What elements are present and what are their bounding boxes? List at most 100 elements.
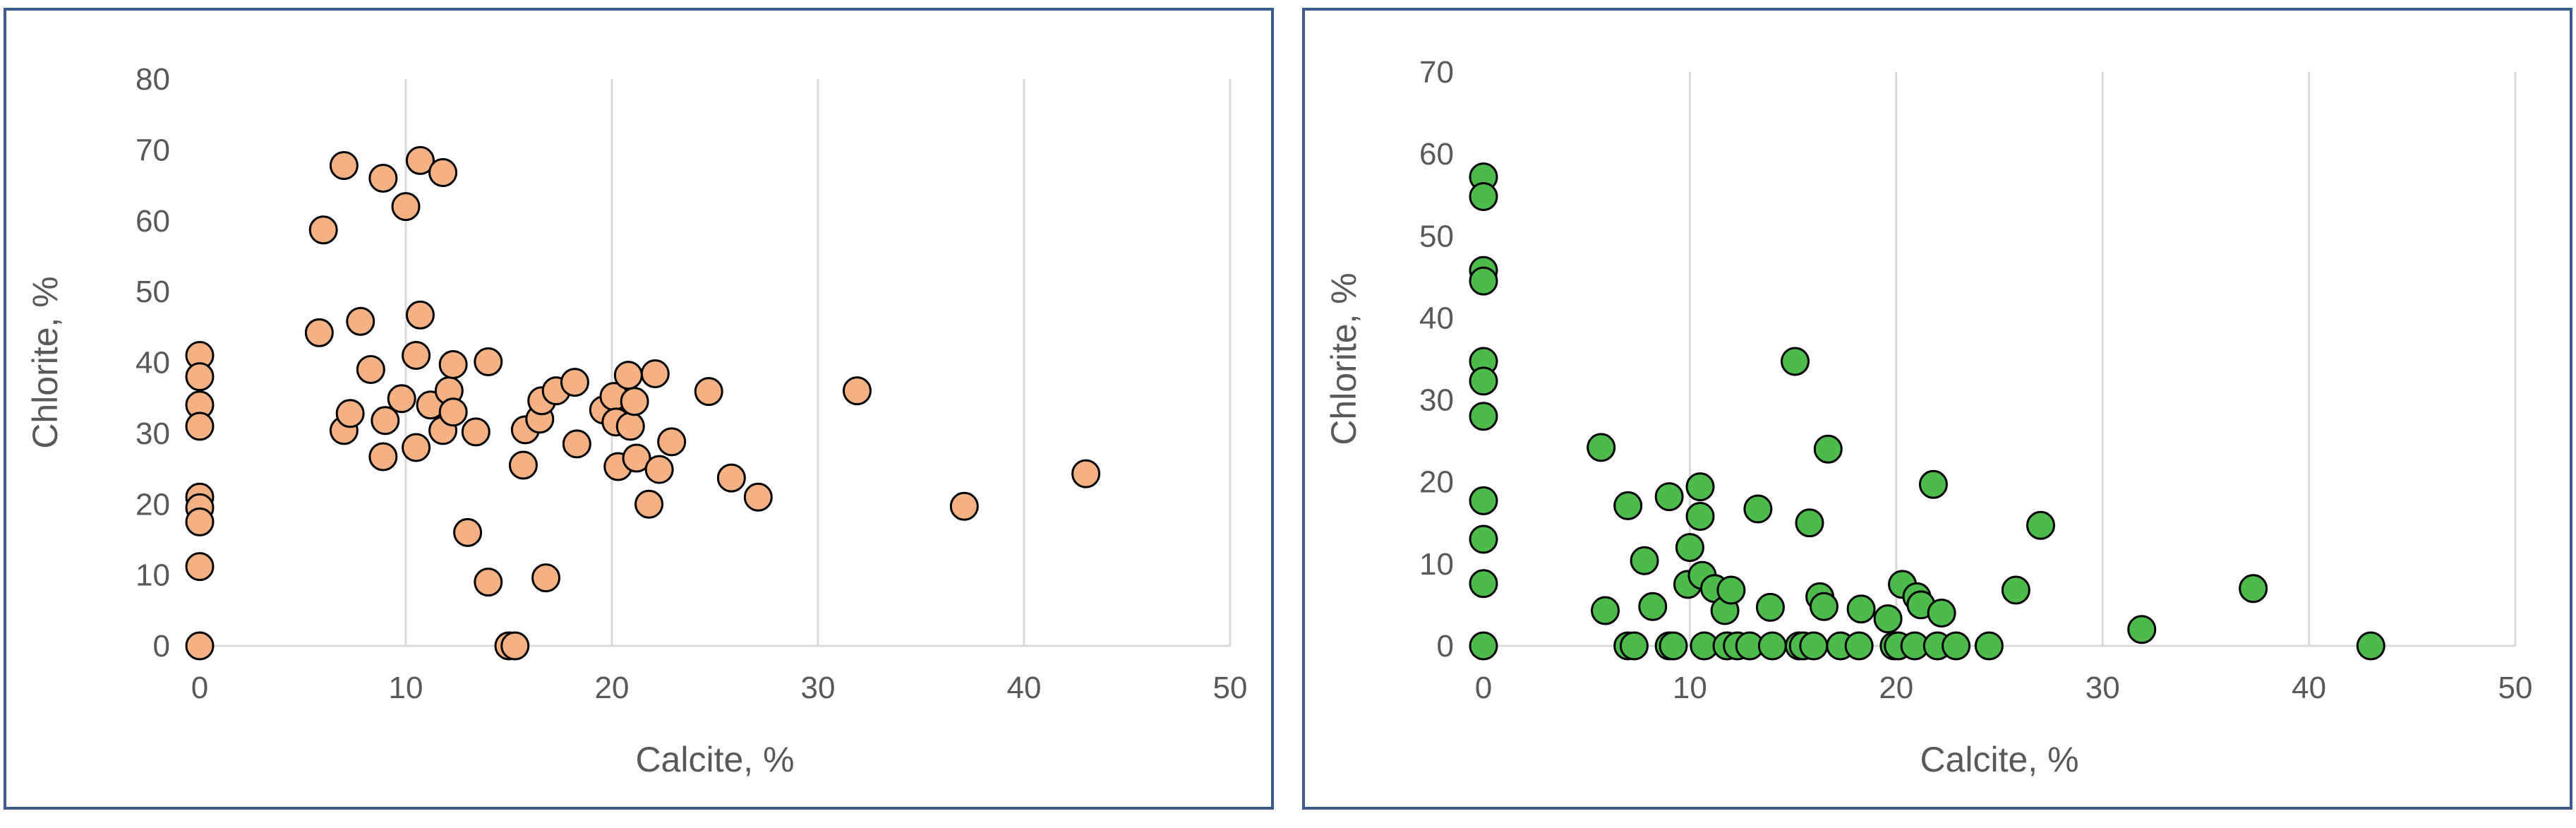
- chart2-gridlines: [1688, 72, 2517, 646]
- y-tick-label-70: 70: [1419, 55, 1454, 90]
- data-point: [1587, 433, 1616, 462]
- data-point: [615, 412, 645, 441]
- data-point: [1809, 592, 1838, 621]
- data-point: [1757, 631, 1787, 661]
- data-point: [402, 433, 431, 462]
- data-point: [1927, 599, 1956, 628]
- data-point: [387, 384, 416, 414]
- chart1-data-points: [185, 145, 1101, 661]
- data-point: [356, 355, 385, 385]
- data-point: [1630, 546, 1659, 575]
- data-point: [1591, 596, 1620, 625]
- data-point: [368, 164, 398, 193]
- data-point: [508, 450, 538, 480]
- data-point: [1469, 402, 1498, 431]
- data-point: [1638, 592, 1668, 621]
- data-point: [405, 145, 435, 175]
- data-point: [560, 368, 589, 397]
- y-tick-label-80: 80: [136, 62, 170, 97]
- data-point: [438, 397, 468, 427]
- data-point: [620, 387, 649, 416]
- data-point: [1716, 575, 1746, 605]
- data-point: [500, 631, 530, 661]
- data-point: [1469, 569, 1498, 599]
- data-point: [1813, 434, 1843, 464]
- y-tick-label-40: 40: [1419, 301, 1454, 335]
- data-point: [1675, 533, 1704, 563]
- chart1-x-axis-title: Calcite, %: [635, 740, 794, 779]
- data-point: [335, 399, 365, 428]
- data-point: [1873, 604, 1903, 634]
- data-point: [1619, 631, 1649, 661]
- data-point: [1755, 592, 1785, 622]
- right-chart-panel: 0 10 20 30 40 50 0 10 20 30 40 50 60 70 Calcite, % Chlo…: [1302, 8, 2572, 810]
- data-point: [1654, 482, 1684, 512]
- x-tick-label-20: 20: [1879, 671, 1913, 705]
- data-point: [640, 359, 670, 389]
- data-point: [474, 347, 503, 376]
- x-tick-label-0: 0: [1475, 671, 1492, 705]
- data-point: [1685, 501, 1715, 531]
- data-point: [622, 443, 651, 473]
- data-point: [2356, 631, 2385, 661]
- data-point: [531, 563, 561, 593]
- x-tick-label-50: 50: [2498, 671, 2533, 705]
- y-tick-label-10: 10: [136, 558, 170, 593]
- x-tick-label-40: 40: [2292, 671, 2326, 705]
- data-point: [368, 442, 398, 472]
- chart2-x-axis-title: Calcite, %: [1920, 740, 2078, 779]
- data-point: [657, 427, 687, 457]
- data-point: [474, 568, 503, 597]
- data-point: [743, 482, 773, 512]
- data-point: [461, 417, 490, 447]
- data-point: [1469, 366, 1498, 396]
- x-tick-label-10: 10: [1673, 671, 1707, 705]
- data-point: [1469, 631, 1498, 661]
- data-point: [694, 377, 723, 407]
- data-point: [1846, 594, 1876, 624]
- data-point: [1844, 631, 1874, 661]
- data-point: [1469, 266, 1498, 296]
- data-point: [1974, 631, 2004, 661]
- y-tick-label-0: 0: [153, 629, 170, 664]
- data-point: [428, 157, 458, 187]
- data-point: [402, 340, 431, 370]
- x-tick-label-0: 0: [191, 671, 208, 705]
- data-point: [453, 517, 483, 547]
- data-point: [644, 455, 674, 484]
- data-point: [1469, 182, 1498, 212]
- x-tick-label-30: 30: [2086, 671, 2120, 705]
- data-point: [562, 429, 591, 459]
- data-point: [1795, 508, 1824, 538]
- y-tick-label-10: 10: [1419, 547, 1454, 582]
- chart1-y-axis-title: Chlorite, %: [25, 276, 65, 449]
- y-tick-label-20: 20: [1419, 465, 1454, 500]
- calcite-chlorite-scatter-chart-1: 0 10 20 30 40 50 0 10 20 30 40 50 60 70 80 Calcite, % Ch…: [25, 62, 1248, 779]
- data-point: [391, 192, 421, 222]
- data-point: [1743, 494, 1773, 524]
- data-point: [405, 300, 435, 330]
- data-point: [346, 306, 375, 336]
- data-point: [1781, 347, 1810, 376]
- data-point: [613, 361, 643, 390]
- data-point: [1918, 469, 1948, 499]
- y-tick-label-40: 40: [136, 346, 170, 380]
- left-chart-panel: 0 10 20 30 40 50 0 10 20 30 40 50 60 70 80 Calcite, % Ch…: [4, 8, 1274, 810]
- data-point: [2127, 615, 2157, 644]
- calcite-chlorite-scatter-chart-2: 0 10 20 30 40 50 0 10 20 30 40 50 60 70 Calcite, % Chlo…: [1324, 55, 2533, 779]
- data-point: [185, 631, 215, 661]
- data-point: [1659, 631, 1688, 661]
- chart1-y-tick-labels: 0 10 20 30 40 50 60 70 80: [136, 62, 170, 664]
- x-tick-label-50: 50: [1213, 671, 1248, 705]
- data-point: [308, 215, 338, 245]
- y-tick-label-60: 60: [1419, 137, 1454, 172]
- data-point: [329, 150, 359, 180]
- data-point: [949, 491, 979, 521]
- data-point: [1942, 631, 1971, 661]
- data-point: [842, 376, 872, 406]
- data-point: [1071, 459, 1101, 488]
- data-point: [1469, 486, 1498, 515]
- data-point: [1469, 524, 1498, 554]
- data-point: [2001, 575, 2030, 605]
- y-tick-label-30: 30: [136, 416, 170, 451]
